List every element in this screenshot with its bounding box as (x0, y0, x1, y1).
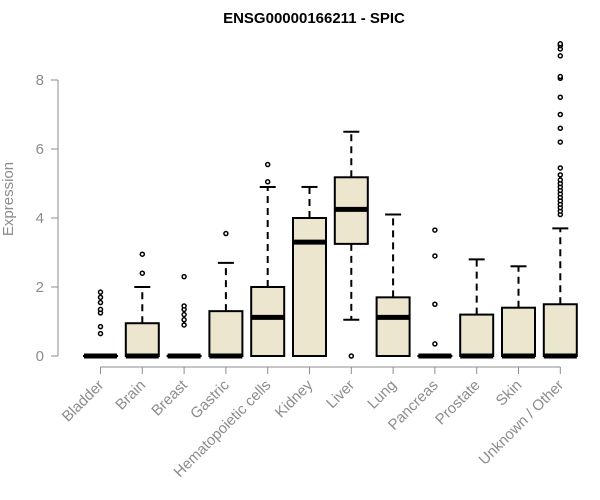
y-axis-label: Expression (0, 162, 17, 236)
box-group (333, 130, 369, 359)
box-group (208, 230, 244, 359)
x-tick-label: Kidney (272, 376, 317, 421)
box-group (83, 289, 118, 359)
box-iqr (459, 313, 495, 358)
box-group (375, 213, 411, 358)
outlier-point (432, 301, 438, 307)
outlier-point (97, 306, 104, 313)
box-group (459, 258, 495, 359)
outlier-point (181, 273, 187, 280)
x-tick-label: Skin (493, 377, 526, 410)
x-tick-label: Lung (364, 377, 400, 413)
outlier-point (557, 73, 564, 80)
y-tick-label: 2 (36, 279, 44, 296)
outlier-point (223, 230, 229, 237)
outlier-point (557, 125, 564, 132)
y-axis: 0 2 4 6 8 (36, 72, 59, 365)
outlier-point (181, 322, 187, 328)
box-iqr (250, 286, 286, 357)
outlier-point (97, 294, 104, 301)
outlier-point (97, 289, 104, 295)
outlier-point (181, 317, 187, 323)
outlier-point (139, 251, 146, 257)
outlier-point (181, 303, 187, 309)
box-iqr (501, 306, 536, 358)
box-group (292, 185, 327, 357)
outlier-point (557, 139, 564, 145)
x-tick-label: Bladder (59, 377, 108, 426)
outlier-point (557, 94, 564, 100)
box-series (83, 41, 578, 359)
outlier-point (557, 111, 564, 118)
x-tick-label: Brain (112, 377, 149, 414)
outlier-point (139, 270, 146, 276)
outlier-point (264, 161, 271, 168)
outlier-point (181, 311, 187, 318)
x-tick-label: Breast (148, 376, 191, 419)
box-iqr (375, 296, 411, 358)
box-iqr (542, 303, 578, 357)
box-group (542, 41, 578, 359)
box-group (250, 161, 286, 357)
outlier-point (97, 330, 104, 337)
outlier-point (557, 165, 564, 171)
y-tick-label: 0 (36, 348, 44, 365)
box-iqr (124, 322, 160, 358)
box-group (166, 273, 202, 359)
chart-title: ENSG00000166211 - SPIC (223, 10, 405, 27)
box-group (124, 251, 160, 359)
y-tick-label: 4 (36, 210, 44, 227)
outlier-point (97, 323, 104, 330)
outlier-point (432, 341, 438, 347)
outlier-point (557, 53, 564, 59)
outlier-point (557, 41, 564, 47)
outlier-point (432, 227, 438, 233)
outlier-point (557, 172, 564, 178)
x-tick-label: Prostate (432, 377, 484, 429)
box-iqr (208, 310, 244, 357)
box-group (501, 265, 536, 359)
outlier-point (557, 177, 564, 183)
y-tick-label: 6 (36, 141, 44, 158)
outlier-point (97, 299, 104, 306)
outlier-point (432, 253, 438, 259)
x-tick-label: Liver (323, 377, 358, 412)
outlier-point (264, 179, 271, 185)
box-group (417, 227, 453, 359)
box-iqr (292, 217, 327, 357)
y-tick-label: 8 (36, 72, 44, 89)
outlier-point (348, 353, 355, 359)
